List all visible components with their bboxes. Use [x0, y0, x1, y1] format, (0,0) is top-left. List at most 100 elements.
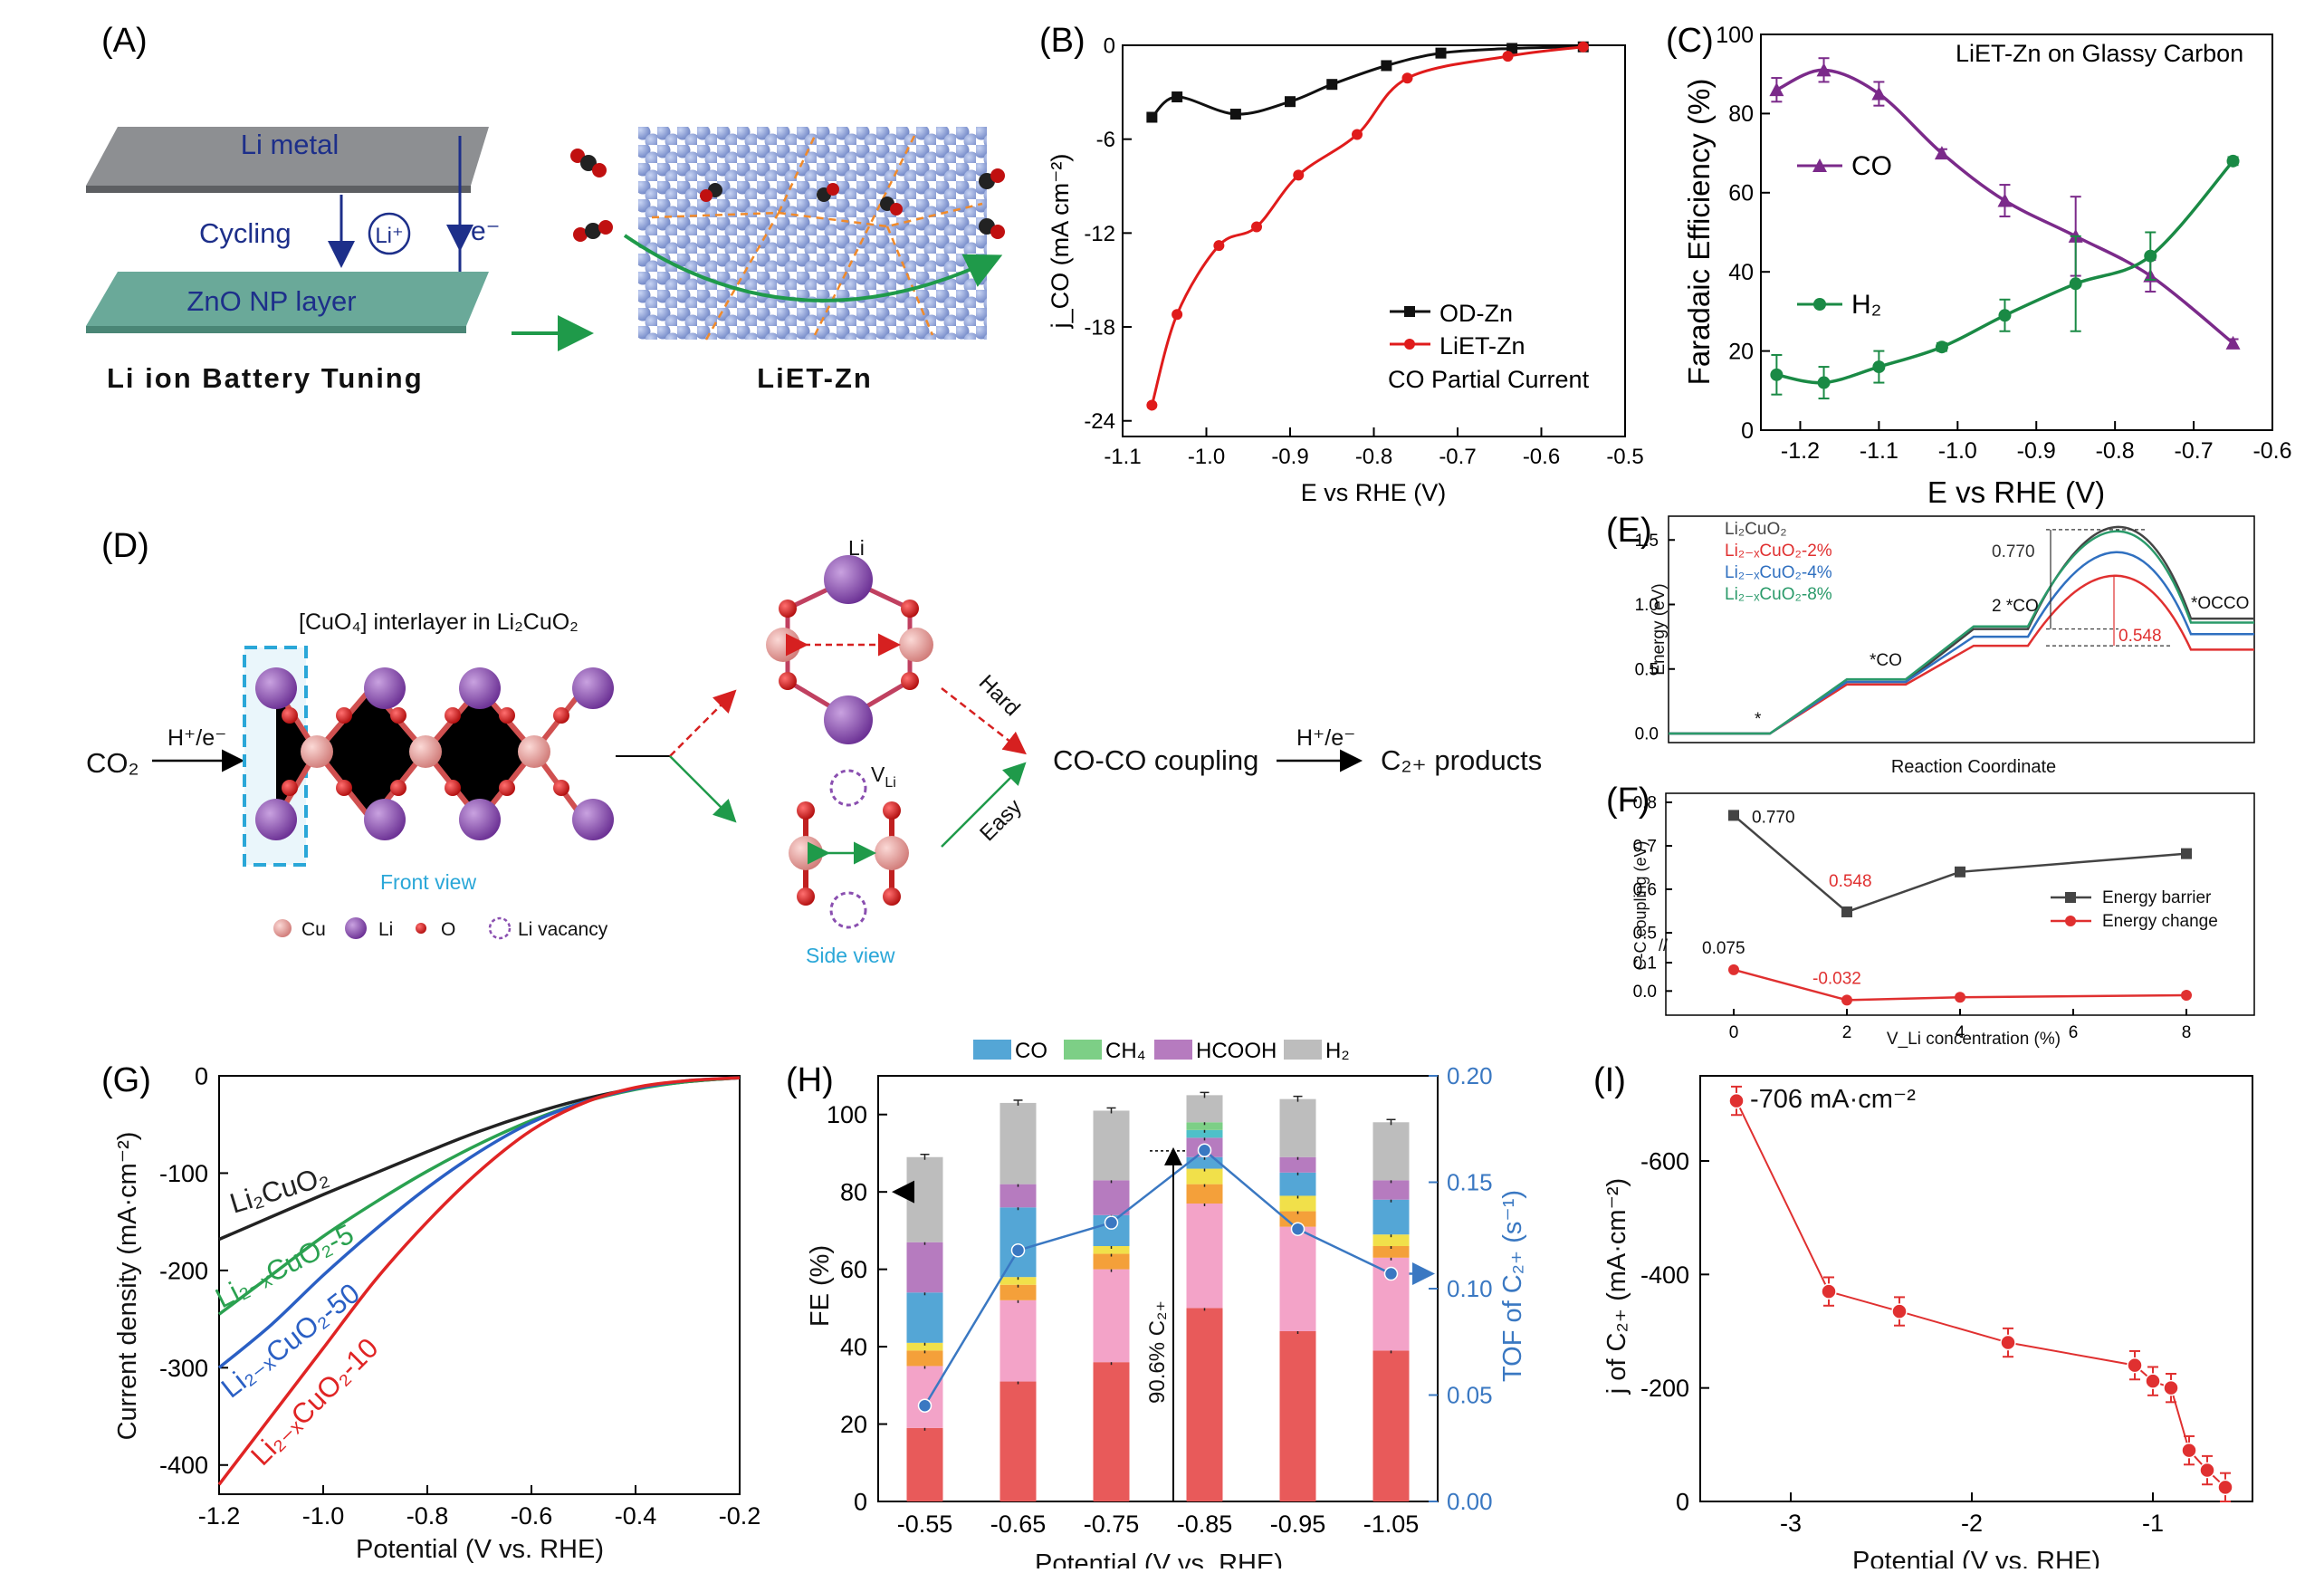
hard-to-coupling-arrow [941, 687, 1027, 755]
chart-f-xtick-label: 0 [1729, 1023, 1739, 1042]
chart-b-point [1326, 79, 1338, 91]
chart-i-point [1821, 1283, 1837, 1300]
chart-b-ytick-label: -6 [1096, 128, 1115, 152]
chart-b-xlabel: E vs RHE (V) [1301, 479, 1447, 506]
chart-b-point [1146, 399, 1158, 411]
chart-b-ytick-label: -18 [1084, 315, 1115, 340]
chart-h-legend-swatch [1284, 1040, 1322, 1060]
chart-h-bar-segment [1279, 1156, 1316, 1173]
chart-f-legend-marker-0 [2065, 892, 2076, 903]
chart-f-ytick-label: 0.6 [1633, 881, 1657, 900]
chart-e-ytick-label: 0.5 [1635, 660, 1659, 679]
chart-h-tof-point [1010, 1242, 1026, 1258]
chart-h-ytick-label: 0 [854, 1488, 867, 1515]
chart-b-point [1502, 51, 1514, 62]
chart-f-series-line-0 [1733, 814, 2187, 914]
chart-b-point [1401, 72, 1413, 84]
chart-e-state-label: 2 *CO [1992, 597, 2039, 616]
chart-h-bar-segment [999, 1300, 1037, 1382]
coupling-label: CO-CO coupling [1053, 744, 1258, 776]
chart-c-xtick-label: -1.0 [1938, 438, 1977, 464]
chart-c-point [1817, 376, 1831, 389]
chart-e-ytick-label: 1.0 [1635, 596, 1659, 615]
panel-label-b: (B) [1039, 22, 1085, 60]
chart-b-point [1285, 96, 1296, 108]
zno-plate-edge [86, 326, 466, 333]
chart-b-xtick-label: -0.5 [1606, 445, 1643, 469]
front-view-structure [255, 667, 614, 840]
chart-h-bar-segment [1372, 1199, 1410, 1235]
chart-f-ytick-label: 0.7 [1633, 838, 1657, 857]
chart-h-legend-swatch [1154, 1040, 1192, 1060]
panel-label-f: (F) [1606, 782, 1650, 820]
chart-f-point [2181, 848, 2192, 859]
chart-h-bar-segment [1186, 1129, 1223, 1138]
chart-h-bar-segment [999, 1277, 1037, 1285]
chart-b-point [1172, 309, 1183, 321]
curved-process-arrow [623, 234, 1003, 302]
chart-f-point [2181, 990, 2192, 1002]
chart-c-ytick-label: 20 [1728, 339, 1754, 364]
chart-f-ytick-label: 0.1 [1633, 954, 1657, 974]
chart-g-frame [218, 1075, 741, 1495]
easy-label: Easy [975, 794, 1027, 846]
li-ion-label: Li⁺ [375, 224, 403, 248]
chart-c-xtick-label: -0.9 [2017, 438, 2056, 464]
chart-i-point [1891, 1303, 1908, 1319]
chart-b-legend-od-zn: OD-Zn [1439, 300, 1513, 327]
chart-c-point [1816, 62, 1831, 77]
chart-b-series-line-0 [1151, 45, 1583, 119]
chart-c-xtick-label: -1.2 [1781, 438, 1820, 464]
chart-i-ytick-label: -400 [1640, 1261, 1689, 1289]
chart-g-xtick-label: -0.8 [406, 1502, 449, 1530]
side-view-label: Side view [806, 944, 895, 967]
chart-h-bar-segment [906, 1427, 943, 1501]
step2-label: H⁺/e⁻ [1296, 725, 1355, 751]
legend-cu: Cu [301, 919, 326, 940]
chart-b-point [1213, 240, 1225, 252]
chart-h-frame [877, 1075, 1439, 1502]
chart-h-legend-label: CO [1015, 1039, 1047, 1063]
chart-b-legend-marker-1 [1404, 339, 1415, 350]
chart-b-legend-liet-zn: LiET-Zn [1439, 332, 1525, 360]
chart-f-xtick-label: 4 [1956, 1023, 1965, 1042]
chart-c-ytick-label: 40 [1728, 260, 1754, 285]
chart-c-point [1935, 340, 1948, 354]
chart-h: Potential (V vs. RHE) FE (%) TOF of C₂₊ … [806, 1039, 1527, 1573]
li-ion-circle [368, 212, 411, 255]
chart-i-point [2145, 1373, 2161, 1389]
chart-f-ylabel: C-C coupling (eV) [1631, 840, 1650, 970]
chart-e-pathway-0 [1669, 525, 2254, 735]
chart-h-bar-segment [1279, 1172, 1316, 1196]
chart-h-legend-label: H₂ [1325, 1039, 1350, 1063]
chart-f-label: 0.075 [1702, 939, 1745, 958]
chart-h-bar-segment [1372, 1234, 1410, 1246]
chart-h-y2tick-label: 0.15 [1447, 1169, 1493, 1196]
chart-e-legend-3: Li₂₋ₓCuO₂-8% [1725, 585, 1832, 604]
chart-g-curve-0 [218, 1076, 741, 1242]
chart-h-legend-swatch [973, 1040, 1011, 1060]
chart-e-ylabel: Energy (eV) [1650, 583, 1669, 675]
chart-b-ytick-label: -12 [1084, 222, 1115, 246]
chart-b: OD-Zn LiET-Zn CO Partial Current E vs RH… [1047, 34, 1644, 506]
chart-h-bar-segment [1186, 1122, 1223, 1130]
chart-c-point [2225, 335, 2241, 350]
chart-i-point [1728, 1092, 1745, 1109]
chart-g-xtick-label: -0.2 [719, 1502, 761, 1530]
chart-g-xtick-label: -1.0 [302, 1502, 345, 1530]
chart-f-ytick-label: 0.0 [1633, 983, 1657, 1002]
chart-c-legend-marker-1 [1813, 298, 1826, 311]
chart-h-tof-point [1104, 1215, 1119, 1230]
chart-h-bar-segment [1372, 1246, 1410, 1258]
chart-h-ytick-label: 20 [840, 1411, 867, 1438]
chart-b-point [1229, 109, 1241, 120]
chart-h-legend-label: CH₄ [1105, 1039, 1145, 1063]
chart-c-point [1770, 368, 1784, 381]
chart-f-ytick-label: 0.5 [1633, 925, 1657, 944]
chart-h-category-label: -1.05 [1363, 1511, 1420, 1538]
chart-i-series-line [1736, 1100, 2226, 1489]
chart-c-legend-co: CO [1851, 151, 1892, 181]
chart-e-legend-0: Li₂CuO₂ [1725, 520, 1787, 539]
chart-h-bar-segment [1093, 1362, 1130, 1501]
